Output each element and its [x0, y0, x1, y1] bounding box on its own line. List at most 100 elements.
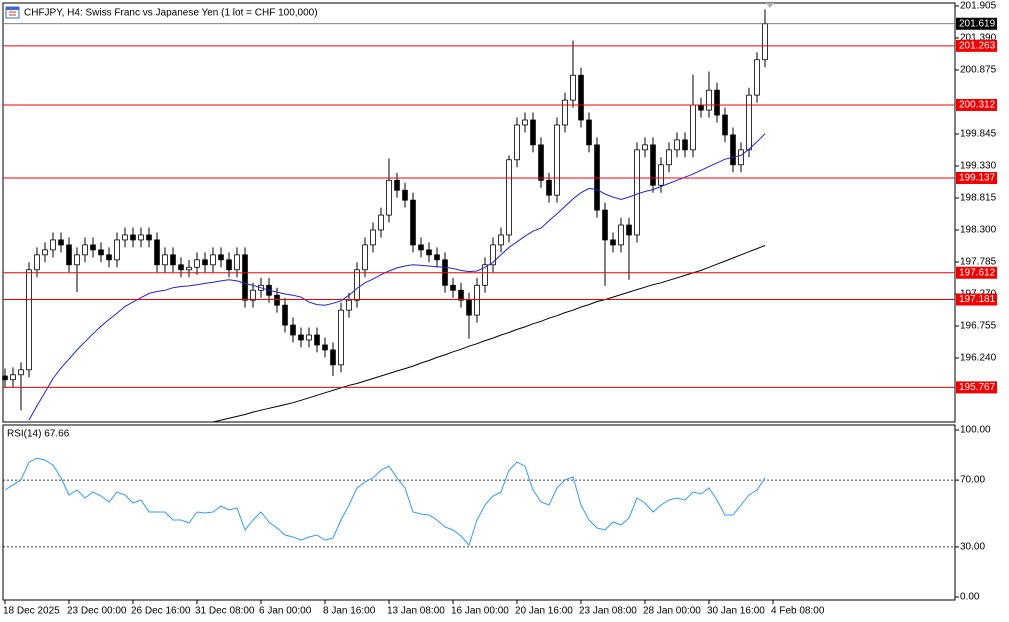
x-tick-label: 30 Jan 16:00 [707, 606, 765, 617]
candle-body [26, 269, 32, 371]
candle-body [722, 114, 728, 136]
level-label-box [956, 171, 997, 184]
candle-body [186, 266, 192, 271]
candle-body [466, 299, 472, 316]
moving-average-line [212, 245, 766, 423]
candle-body [170, 254, 176, 266]
candle-body [106, 254, 112, 261]
candle-body [698, 104, 704, 111]
y-tick-label: 0.00 [960, 592, 980, 603]
candle-body [394, 179, 400, 191]
candle-body [210, 254, 216, 266]
candle-body [762, 23, 768, 61]
candle-body [242, 254, 248, 301]
candle-body [274, 294, 280, 306]
level-label: 199.137 [959, 173, 996, 184]
candle-body [74, 254, 80, 266]
candle-body [458, 289, 464, 301]
y-tick-label: 196.755 [960, 321, 997, 332]
candle-body [410, 199, 416, 246]
candle-body [90, 244, 96, 251]
candle-body [306, 334, 312, 341]
candle-body [402, 189, 408, 201]
candle-body [122, 234, 128, 241]
x-tick-label: 6 Jan 00:00 [259, 606, 312, 617]
level-label: 197.612 [959, 267, 996, 278]
candle-body [530, 119, 536, 146]
candle-body [690, 104, 696, 151]
candle-body [586, 119, 592, 146]
level-label-box [956, 39, 997, 52]
x-tick-label: 23 Jan 08:00 [579, 606, 637, 617]
y-tick-label: 199.330 [960, 161, 997, 172]
candle-body [514, 124, 520, 161]
candle-body [754, 59, 760, 96]
candle-body [250, 289, 256, 301]
rsi-line [4, 457, 766, 547]
candle-body [130, 234, 136, 241]
candle-body [370, 229, 376, 246]
level-label: 200.312 [959, 100, 996, 111]
x-tick-label: 16 Jan 00:00 [451, 606, 509, 617]
candle-body [674, 139, 680, 151]
candle-body [562, 99, 568, 126]
x-tick-label: 20 Jan 16:00 [515, 606, 573, 617]
candle-body [202, 259, 208, 266]
candle-body [634, 149, 640, 236]
x-tick-label: 18 Dec 2025 [3, 606, 60, 617]
candle-body [554, 124, 560, 196]
y-tick-label: 201.390 [960, 33, 997, 44]
level-label-box [956, 381, 997, 394]
x-tick-label: 8 Jan 16:00 [323, 606, 376, 617]
candle-body [490, 244, 496, 266]
y-tick-label: 100.00 [960, 425, 991, 436]
candle-body [602, 209, 608, 241]
candle-body [450, 284, 456, 291]
candle-body [218, 254, 224, 261]
candle-body [98, 249, 104, 256]
candle-body [522, 119, 528, 126]
y-tick-label: 200.875 [960, 65, 997, 76]
price-panel [2, 2, 956, 423]
candle-body [706, 89, 712, 111]
candle-body [234, 254, 240, 271]
candle-body [2, 375, 8, 381]
candle-body [114, 239, 120, 261]
candle-body [146, 234, 152, 241]
candle-body [506, 159, 512, 236]
last-price-label: 201.619 [959, 18, 996, 29]
level-label-box [956, 293, 997, 306]
candle-body [154, 239, 160, 266]
candle-body [42, 249, 48, 256]
y-tick-label: 196.240 [960, 353, 997, 364]
candle-body [610, 239, 616, 246]
level-label-box [956, 266, 997, 279]
candle-body [330, 349, 336, 366]
candle-body [714, 89, 720, 116]
candle-body [730, 134, 736, 166]
candle-body [298, 334, 304, 341]
candle-body [346, 299, 352, 311]
level-label: 195.767 [959, 382, 996, 393]
chart-title: CHFJPY, H4: Swiss Franc vs Japanese Yen … [24, 8, 318, 19]
level-label-box [956, 98, 997, 111]
y-tick-label: 201.905 [960, 1, 997, 12]
candle-body [658, 164, 664, 186]
candle-body [82, 244, 88, 256]
candle-body [418, 244, 424, 251]
candle-body [18, 369, 24, 376]
candle-body [626, 224, 632, 236]
rsi-panel [2, 424, 956, 601]
rsi-title: RSI(14) 67.66 [7, 429, 70, 440]
y-tick-label: 197.785 [960, 257, 997, 268]
y-tick-label: 70.00 [960, 475, 985, 486]
x-tick-label: 26 Dec 16:00 [131, 606, 191, 617]
candle-body [682, 139, 688, 151]
candle-body [426, 249, 432, 256]
candle-body [58, 239, 64, 246]
candle-body [226, 259, 232, 271]
candle-body [50, 239, 56, 251]
candle-body [498, 234, 504, 246]
